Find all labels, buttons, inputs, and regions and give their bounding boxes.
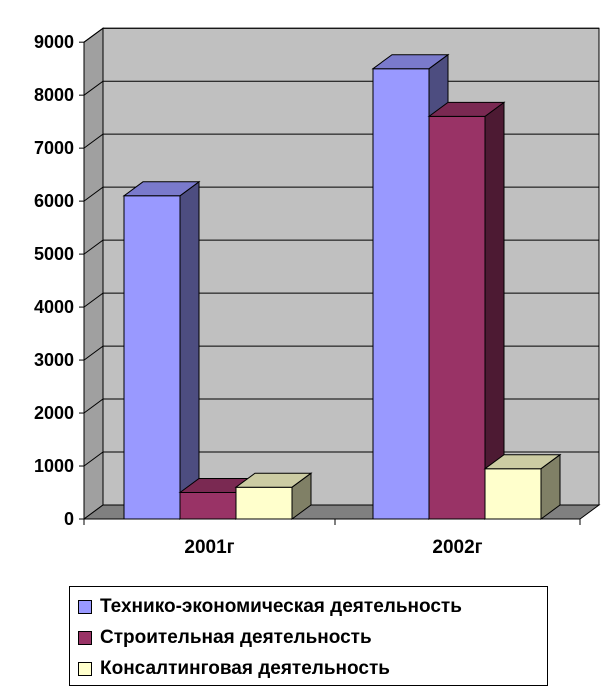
x-category-label: 2002г xyxy=(432,537,482,558)
legend-swatch-construction xyxy=(78,630,92,645)
legend-label-consulting: Консалтинговая деятельность xyxy=(100,657,390,679)
legend: Технико-экономическая деятельность Строи… xyxy=(69,586,548,686)
y-tick-label: 8000 xyxy=(34,85,74,105)
bars xyxy=(122,53,562,520)
y-tick-label: 3000 xyxy=(34,350,74,370)
y-tick-label: 7000 xyxy=(34,138,74,158)
bar-front xyxy=(428,115,486,520)
bar-front xyxy=(123,195,181,520)
bar-top xyxy=(122,181,201,197)
legend-label-technical-economic: Технико-экономическая деятельность xyxy=(100,595,462,617)
bar xyxy=(427,101,506,520)
y-tick-label: 6000 xyxy=(34,191,74,211)
bar-side xyxy=(179,180,200,520)
legend-label-construction: Строительная деятельность xyxy=(100,626,372,648)
legend-swatch-technical-economic xyxy=(78,599,92,614)
bar-front xyxy=(372,68,430,520)
bar xyxy=(234,472,313,520)
bar-front xyxy=(484,468,542,520)
legend-swatch-consulting xyxy=(78,661,92,676)
side-wall xyxy=(83,27,104,520)
bar-top xyxy=(371,54,450,70)
legend-item-construction: Строительная деятельность xyxy=(78,622,547,653)
bar-top xyxy=(483,454,562,470)
y-tick-label: 4000 xyxy=(34,297,74,317)
x-category-label: 2001г xyxy=(184,537,234,558)
bar-front xyxy=(179,492,237,520)
bar xyxy=(122,180,201,520)
axes: 0 1000 2000 3000 4000 5000 6000 7000 8000 9000 200… xyxy=(34,32,581,558)
bar xyxy=(483,453,562,520)
chart: 0 1000 2000 3000 4000 5000 6000 7000 8000 9000 200… xyxy=(34,27,601,558)
bar-top xyxy=(234,472,313,488)
gridline xyxy=(83,27,599,43)
bar-front xyxy=(235,486,293,520)
y-tick-label: 1000 xyxy=(34,456,74,476)
y-tick-label: 2000 xyxy=(34,403,74,423)
y-tick-label: 9000 xyxy=(34,32,74,52)
legend-item-consulting: Консалтинговая деятельность xyxy=(78,653,547,684)
legend-item-technical-economic: Технико-экономическая деятельность xyxy=(78,591,547,622)
bar-top xyxy=(427,101,506,117)
y-tick-label: 0 xyxy=(64,509,74,529)
y-tick-label: 5000 xyxy=(34,244,74,264)
